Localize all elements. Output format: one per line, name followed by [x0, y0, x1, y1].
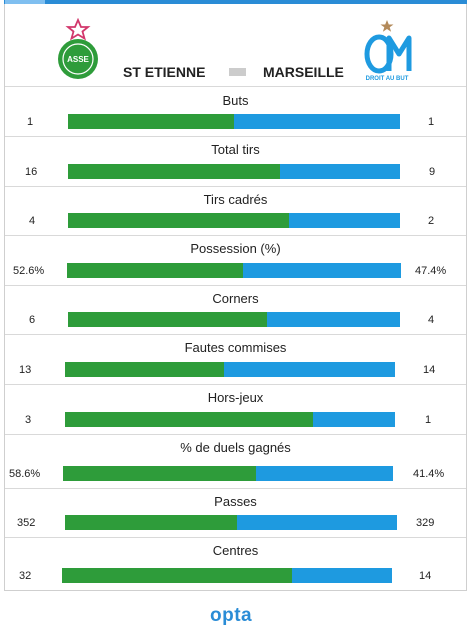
away-stat-value: 14	[419, 570, 432, 582]
away-share-fill	[267, 312, 400, 327]
home-stat-value: 32	[19, 570, 32, 582]
home-stat-value: 16	[25, 166, 38, 178]
away-share-fill	[234, 114, 400, 129]
stat-row: Corners 6 4	[5, 285, 466, 335]
stat-row: % de duels gagnés 58.6% 41.4%	[5, 434, 466, 489]
stat-label: Fautes commises	[184, 340, 287, 355]
top-accent-bar	[4, 0, 467, 4]
away-team-name: MARSEILLE	[263, 64, 344, 80]
stat-label: Passes	[214, 494, 257, 509]
away-stat-value: 14	[423, 364, 436, 376]
home-share-fill	[68, 213, 290, 228]
away-share-fill	[242, 263, 401, 278]
away-share-fill	[223, 362, 395, 377]
comparison-bar	[68, 164, 400, 179]
away-stat-value: 1	[425, 414, 432, 426]
st-etienne-logo: ASSE	[53, 17, 103, 80]
away-stat-value: 329	[416, 517, 435, 529]
away-share-fill	[236, 515, 397, 530]
stat-label: Total tirs	[211, 142, 260, 157]
home-team-name: ST ETIENNE	[123, 64, 206, 80]
home-share-fill	[65, 362, 224, 377]
stat-row: Tirs cadrés 4 2	[5, 186, 466, 236]
comparison-bar	[62, 568, 392, 583]
stat-label: Corners	[212, 291, 259, 306]
stat-row: Fautes commises 13 14	[5, 334, 466, 385]
away-stat-value: 47.4%	[415, 265, 447, 277]
away-stat-value: 41.4%	[413, 468, 445, 480]
home-share-fill	[67, 263, 243, 278]
match-header: ASSE ST ETIENNE MARSEILLE DROIT AU BUT	[5, 4, 466, 87]
home-share-fill	[65, 412, 313, 427]
away-share-fill	[291, 568, 392, 583]
opta-brand-logo: opta	[210, 605, 253, 626]
comparison-bar	[68, 213, 400, 228]
home-share-fill	[68, 164, 281, 179]
stat-row: Centres 32 14	[5, 537, 466, 590]
away-share-fill	[280, 164, 400, 179]
comparison-bar	[65, 412, 395, 427]
comparison-bar	[63, 466, 393, 481]
comparison-bar	[67, 263, 401, 278]
home-stat-value: 58.6%	[9, 468, 41, 480]
away-share-fill	[256, 466, 393, 481]
marseille-logo: DROIT AU BUT	[357, 18, 417, 82]
stat-label: Centres	[212, 543, 259, 558]
svg-text:DROIT AU BUT: DROIT AU BUT	[366, 76, 409, 82]
match-stats-panel: ASSE ST ETIENNE MARSEILLE DROIT AU BUT B…	[4, 4, 467, 591]
away-stat-value: 4	[428, 314, 435, 326]
home-share-fill	[65, 515, 237, 530]
stat-row: Passes 352 329	[5, 488, 466, 538]
home-stat-value: 3	[25, 414, 32, 426]
comparison-bar	[65, 362, 395, 377]
away-stat-value: 9	[429, 166, 436, 178]
home-stat-value: 4	[29, 215, 36, 227]
home-stat-value: 1	[27, 116, 34, 128]
svg-text:ASSE: ASSE	[67, 55, 89, 64]
stat-label: Possession (%)	[190, 241, 281, 256]
stat-row: Possession (%) 52.6% 47.4%	[5, 235, 466, 286]
comparison-bar	[65, 515, 397, 530]
away-share-fill	[312, 412, 395, 427]
home-stat-value: 6	[29, 314, 36, 326]
comparison-bar	[68, 114, 400, 129]
home-share-fill	[68, 114, 234, 129]
comparison-bar	[68, 312, 400, 327]
home-stat-value: 13	[19, 364, 32, 376]
stat-row: Total tirs 16 9	[5, 136, 466, 187]
home-stat-value: 52.6%	[13, 265, 45, 277]
stat-label: % de duels gagnés	[180, 440, 291, 455]
away-stat-value: 1	[428, 116, 435, 128]
home-stat-value: 352	[17, 517, 36, 529]
stat-label: Tirs cadrés	[203, 192, 268, 207]
home-share-fill	[62, 568, 292, 583]
top-tab-indicator	[5, 0, 45, 4]
stat-row: Hors-jeux 3 1	[5, 384, 466, 435]
home-share-fill	[68, 312, 268, 327]
home-share-fill	[63, 466, 257, 481]
away-stat-value: 2	[428, 215, 435, 227]
stat-label: Hors-jeux	[207, 390, 264, 405]
stat-label: Buts	[222, 93, 249, 108]
away-share-fill	[289, 213, 400, 228]
stat-row: Buts 1 1	[5, 87, 466, 137]
versus-separator	[229, 68, 246, 76]
